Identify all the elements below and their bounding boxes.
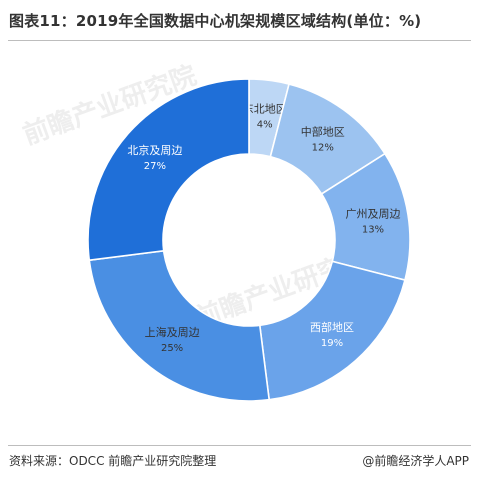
title-divider xyxy=(8,40,471,41)
slice-value-label: 4% xyxy=(257,119,273,130)
slice-value-label: 19% xyxy=(321,338,343,349)
donut-slice-4 xyxy=(258,260,406,401)
slice-label: 北京及周边 xyxy=(127,143,182,157)
source-note: 资料来源：ODCC 前瞻产业研究院整理 xyxy=(9,454,217,468)
slice-label: 西部地区 xyxy=(310,320,354,334)
donut-slice-5 xyxy=(88,249,271,402)
brand-credit: @前瞻经济学人APP xyxy=(362,454,469,468)
slice-label: 东北地区 xyxy=(243,102,287,115)
donut-slice-6 xyxy=(87,78,250,262)
slice-value-label: 13% xyxy=(362,224,384,235)
slice-value-label: 12% xyxy=(312,142,334,153)
slice-value-label: 27% xyxy=(144,161,166,172)
chart-title: 图表11：2019年全国数据中心机架规模区域结构(单位：%) xyxy=(9,12,422,30)
donut-chart: 东北地区 4% 中部地区 12% 广州及周边 13% 西部地区 19% 上海及周边 25% 北京及周… xyxy=(87,78,411,402)
slice-label: 上海及周边 xyxy=(145,325,200,339)
donut-chart-area: 东北地区 4% 中部地区 12% 广州及周边 13% 西部地区 19% 上海及周边 25% 北京及周… xyxy=(0,40,479,445)
slice-value-label: 25% xyxy=(161,343,183,354)
footer-divider xyxy=(8,445,471,446)
slice-label: 广州及周边 xyxy=(345,207,400,220)
slice-label: 中部地区 xyxy=(301,124,345,138)
